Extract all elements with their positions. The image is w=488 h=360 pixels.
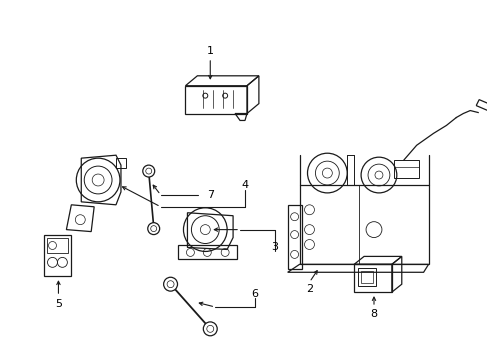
Bar <box>353 264 391 292</box>
Text: 5: 5 <box>55 299 62 309</box>
Circle shape <box>203 322 217 336</box>
Text: 6: 6 <box>251 289 258 299</box>
Bar <box>357 268 375 286</box>
Bar <box>116 158 126 168</box>
Bar <box>185 86 246 113</box>
Circle shape <box>163 277 177 291</box>
Bar <box>287 205 301 269</box>
Bar <box>43 235 71 276</box>
Circle shape <box>147 223 160 235</box>
Bar <box>393 160 418 178</box>
Text: 1: 1 <box>206 46 213 56</box>
Circle shape <box>142 165 154 177</box>
Text: 7: 7 <box>206 190 213 200</box>
Text: 2: 2 <box>305 284 312 294</box>
Text: 4: 4 <box>241 180 248 190</box>
Text: 3: 3 <box>271 243 278 252</box>
Bar <box>360 271 372 283</box>
Bar <box>46 238 68 253</box>
Bar <box>299 185 427 264</box>
Text: 8: 8 <box>370 309 377 319</box>
